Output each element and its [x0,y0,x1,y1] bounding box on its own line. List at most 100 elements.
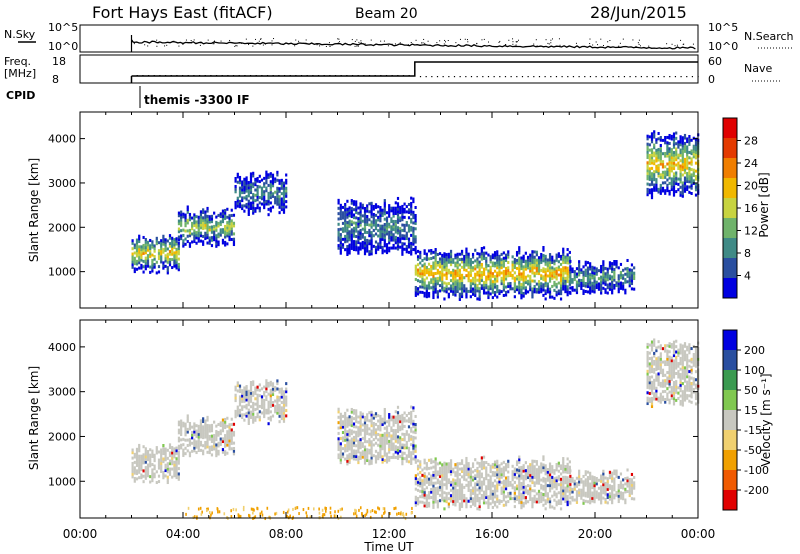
power-echo-cell [474,288,477,292]
power-echo-cell [256,198,259,202]
power-echo-cell [401,215,404,219]
power-echo-cell [653,170,656,174]
velocity-echo-cell [502,487,505,491]
power-echo-cell [247,181,250,185]
power-echo-cell [566,277,569,281]
power-echo-cell [655,180,658,184]
power-echo-cell [267,175,270,179]
velocity-echo-cell [480,464,483,468]
velocity-echo-cell [197,446,200,450]
power-echo-cell [379,206,382,210]
velocity-echo-cell [164,469,167,473]
power-echo-cell [441,285,444,289]
power-echo-cell [432,285,435,289]
power-echo-cell [664,138,667,142]
velocity-echo-cell [232,430,236,434]
power-echo-cell [546,263,549,267]
velocity-echo-cell [254,416,257,420]
velocity-echo-cell [452,483,455,487]
velocity-echo-cell [458,486,461,490]
nave-point [521,76,524,78]
power-echo-cell [593,279,596,283]
velocity-echo-cell [249,405,253,409]
power-echo-cell [571,278,574,282]
velocity-echo-cell [502,466,505,470]
nave-point [204,75,206,77]
velocity-echo-cell [553,506,556,510]
velocity-echo-cell [252,383,255,387]
power-echo-cell [692,144,695,148]
velocity-echo-cell [177,459,180,463]
power-echo-cell [650,150,654,154]
velocity-echo-cell [507,459,510,463]
velocity-echo-cell [186,427,189,431]
power-echo-cell [562,282,565,286]
velocity-echo-cell [498,474,501,478]
power-echo-cell [666,162,669,166]
power-echo-cell [372,234,375,238]
velocity-echo-cell [131,464,134,468]
velocity-echo-cell [263,407,266,411]
velocity-echo-cell [425,478,428,482]
nave-point [669,76,671,78]
velocity-echo-cell [557,483,560,487]
velocity-echo-cell [368,459,371,463]
nsearch-point [166,44,168,46]
power-echo-cell [445,287,448,291]
velocity-echo-cell [368,427,371,431]
velocity-echo-cell [544,507,547,511]
velocity-echo-cell [557,499,560,503]
nsearch-point [144,44,146,46]
velocity-echo-cell [226,430,229,434]
velocity-echo-cell [522,474,525,478]
power-echo-cell [677,182,680,186]
power-echo-cell [445,277,448,281]
velocity-echo-cell [559,501,563,505]
power-echo-cell [350,230,353,234]
velocity-echo-cell [182,437,185,441]
velocity-echo-cell [562,475,565,479]
power-echo-cell [243,209,246,213]
velocity-echo-cell [282,411,286,415]
velocity-echo-cell [142,480,145,484]
velocity-echo-cell [204,419,207,423]
velocity-echo-cell [151,479,154,483]
velocity-echo-cell [555,492,558,496]
power-echo-cell [427,281,431,285]
velocity-echo-cell [381,423,384,427]
power-echo-cell [390,217,393,221]
velocity-echo-cell [352,435,356,439]
power-echo-cell [557,292,560,296]
power-echo-cell [414,291,417,295]
power-echo-cell [396,196,400,200]
power-echo-cell [149,270,152,274]
velocity-echo-cell [465,497,468,501]
power-echo-cell [241,188,244,192]
power-echo-cell [370,247,373,251]
power-echo-cell [405,247,408,251]
nsearch-point [481,39,483,41]
power-echo-cell [276,178,279,182]
power-echo-cell [683,149,687,153]
power-echo-cell [441,275,444,279]
velocity-echo-cell [507,492,510,496]
velocity-echo-cell [553,485,556,489]
power-echo-cell [686,174,689,178]
power-echo-cell [575,283,579,287]
velocity-echo-cell [359,427,362,431]
power-echo-cell [677,188,680,192]
power-echo-cell [414,235,417,239]
velocity-echo-cell [491,489,494,493]
power-echo-cell [151,242,154,246]
power-echo-cell [173,262,176,266]
power-echo-cell [681,165,684,169]
velocity-echo-cell [416,496,420,500]
velocity-echo-cell [454,492,457,496]
nsearch-point [483,38,485,40]
velocity-echo-cell [204,427,207,431]
velocity-echo-cell [480,467,483,471]
power-echo-cell [377,218,380,222]
power-echo-cell [564,260,567,264]
power-echo-cell [232,243,236,247]
velocity-echo-cell [221,418,225,422]
